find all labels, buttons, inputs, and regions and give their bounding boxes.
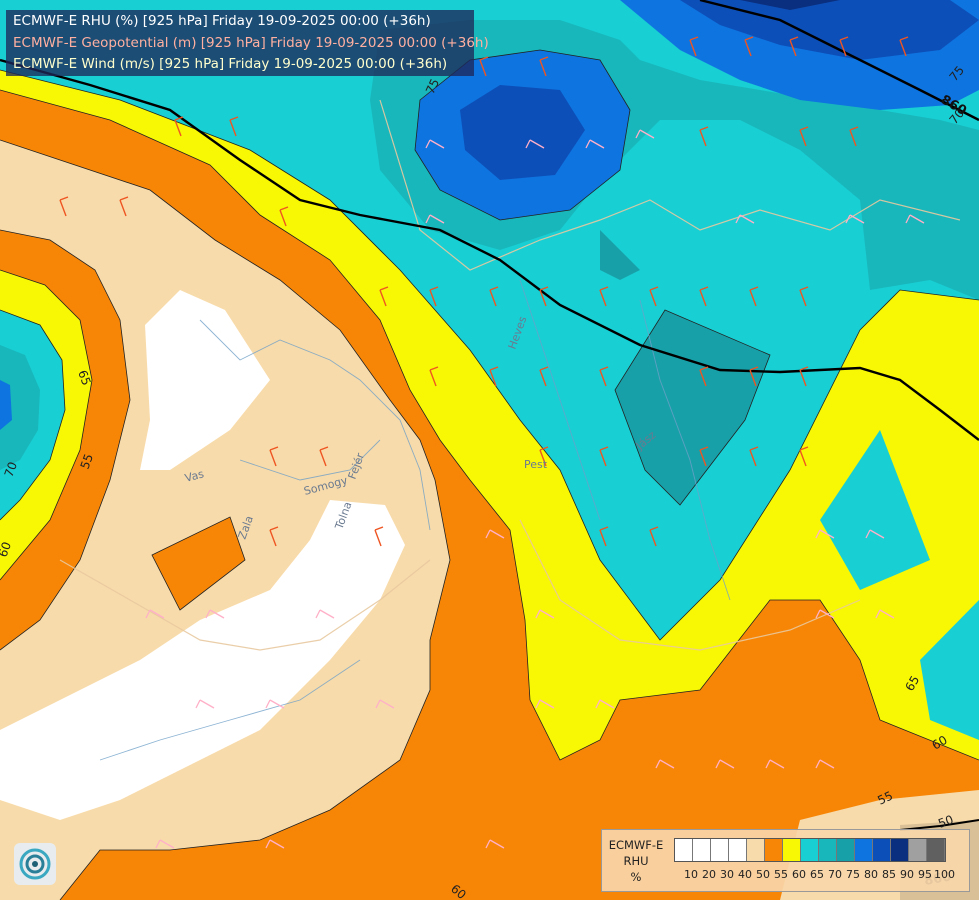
contour-label-60-left: 60 bbox=[0, 540, 14, 559]
swirl-icon bbox=[19, 848, 51, 880]
title-panel bbox=[6, 10, 474, 76]
geopotential-860-line-south bbox=[899, 819, 979, 831]
legend-color-scale bbox=[674, 838, 946, 862]
legend-tick: 70 bbox=[828, 868, 842, 881]
rh-65-region-right bbox=[820, 430, 930, 590]
rh-85-region-top-right bbox=[680, 0, 979, 60]
legend-tick: 10 bbox=[684, 868, 698, 881]
rh-85-region-core bbox=[460, 85, 585, 180]
legend-tick: 40 bbox=[738, 868, 752, 881]
contour-label-55-left: 55 bbox=[78, 452, 96, 471]
rh-75-region-central bbox=[615, 310, 770, 505]
legend-tick: 90 bbox=[900, 868, 914, 881]
legend-tick: 75 bbox=[846, 868, 860, 881]
rh-75-region-spot bbox=[600, 230, 640, 280]
legend-tick: 95 bbox=[918, 868, 932, 881]
legend-tick-labels: 10 20 30 40 50 55 60 65 70 75 80 85 90 95 100 bbox=[682, 868, 955, 881]
contour-label-60-right: 60 bbox=[930, 733, 950, 753]
geopotential-860-line bbox=[0, 58, 979, 441]
legend-swatch bbox=[873, 839, 891, 861]
wind-barbs-pink bbox=[145, 129, 925, 849]
rh-low-region-south bbox=[0, 500, 405, 820]
rh-55-blob bbox=[152, 517, 245, 610]
contour-label-70-left: 70 bbox=[2, 460, 20, 479]
title-rhu: ECMWF-E RHU (%) [925 hPa] Friday 19-09-2… bbox=[13, 13, 431, 29]
legend-tick: 80 bbox=[864, 868, 878, 881]
contour-label-65-left: 65 bbox=[75, 368, 93, 387]
legend-swatch bbox=[891, 839, 909, 861]
rh-contour-lines bbox=[0, 49, 979, 900]
legend-model: ECMWF-E bbox=[608, 838, 664, 852]
legend-swatch bbox=[693, 839, 711, 861]
legend-swatch bbox=[675, 839, 693, 861]
geopotential-860-line-north bbox=[699, 0, 979, 122]
legend-swatch bbox=[729, 839, 747, 861]
contour-label-50-right: 50 bbox=[936, 812, 955, 830]
legend-tick: 20 bbox=[702, 868, 716, 881]
wind-barbs-orange bbox=[59, 36, 909, 547]
rh-low-region-north bbox=[140, 290, 270, 470]
contour-label-65-right: 65 bbox=[902, 673, 922, 693]
legend-swatch bbox=[855, 839, 873, 861]
contour-label-55-right: 55 bbox=[875, 789, 895, 808]
legend-swatch bbox=[819, 839, 837, 861]
region-label-pest: Pest bbox=[524, 458, 548, 471]
legend-tick: 65 bbox=[810, 868, 824, 881]
legend-swatch bbox=[837, 839, 855, 861]
legend-swatch bbox=[927, 839, 945, 861]
legend-swatch bbox=[711, 839, 729, 861]
region-label-vas: Vas bbox=[183, 467, 205, 485]
legend-swatch bbox=[783, 839, 801, 861]
ecmwf-logo bbox=[14, 843, 56, 885]
legend-unit: % bbox=[630, 870, 642, 884]
legend-swatch bbox=[801, 839, 819, 861]
legend-swatch bbox=[909, 839, 927, 861]
legend-tick: 100 bbox=[934, 868, 955, 881]
legend-tick: 60 bbox=[792, 868, 806, 881]
legend-tick: 55 bbox=[774, 868, 788, 881]
river-lines bbox=[99, 279, 731, 761]
legend-tick: 85 bbox=[882, 868, 896, 881]
rh-90-region-top-right bbox=[740, 0, 840, 10]
legend-swatch bbox=[747, 839, 765, 861]
contour-label-60-bottom: 60 bbox=[448, 882, 469, 900]
rh-70-region-left bbox=[0, 345, 40, 470]
contour-label-75-top: 75 bbox=[423, 77, 442, 97]
title-wind: ECMWF-E Wind (m/s) [925 hPa] Friday 19-0… bbox=[13, 56, 448, 72]
rh-80-region-left bbox=[0, 380, 12, 430]
rh-65-region-right-lower bbox=[920, 600, 979, 740]
legend-swatch bbox=[765, 839, 783, 861]
title-geopotential: ECMWF-E Geopotential (m) [925 hPa] Frida… bbox=[13, 35, 489, 51]
legend-tick: 50 bbox=[756, 868, 770, 881]
rhu-legend: ECMWF-E RHU % 10 20 30 40 50 55 60 65 70 75 80 85 90… bbox=[601, 829, 970, 892]
legend-variable: RHU bbox=[623, 854, 649, 868]
border-lines bbox=[59, 99, 961, 651]
legend-tick: 30 bbox=[720, 868, 734, 881]
